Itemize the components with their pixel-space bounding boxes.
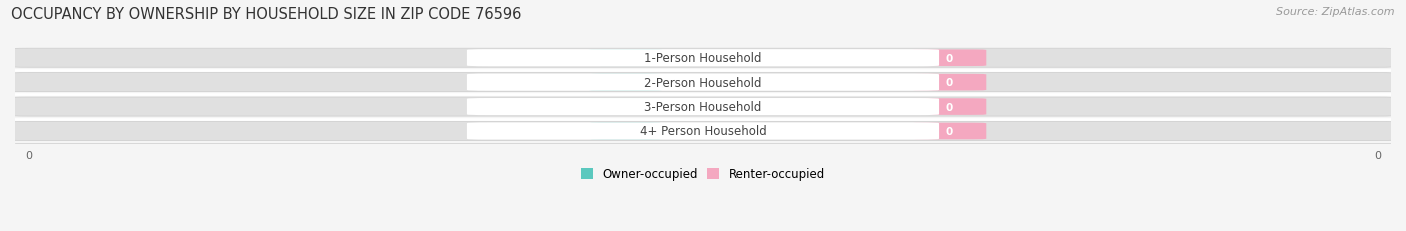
FancyBboxPatch shape <box>8 98 1398 117</box>
Text: 0: 0 <box>621 78 628 88</box>
FancyBboxPatch shape <box>467 74 939 91</box>
FancyBboxPatch shape <box>467 50 939 67</box>
FancyBboxPatch shape <box>912 99 986 115</box>
FancyBboxPatch shape <box>8 73 1398 92</box>
Text: 0: 0 <box>621 126 628 137</box>
FancyBboxPatch shape <box>8 49 1398 68</box>
Text: 0: 0 <box>621 54 628 64</box>
Text: 0: 0 <box>946 126 953 137</box>
Legend: Owner-occupied, Renter-occupied: Owner-occupied, Renter-occupied <box>576 163 830 185</box>
Text: 0: 0 <box>946 78 953 88</box>
Text: 2-Person Household: 2-Person Household <box>644 76 762 89</box>
FancyBboxPatch shape <box>912 50 986 67</box>
Text: Source: ZipAtlas.com: Source: ZipAtlas.com <box>1277 7 1395 17</box>
FancyBboxPatch shape <box>8 122 1398 141</box>
Text: 0: 0 <box>946 54 953 64</box>
Text: 4+ Person Household: 4+ Person Household <box>640 125 766 138</box>
FancyBboxPatch shape <box>588 99 662 115</box>
FancyBboxPatch shape <box>588 123 662 140</box>
Text: 0: 0 <box>621 102 628 112</box>
FancyBboxPatch shape <box>588 75 662 91</box>
FancyBboxPatch shape <box>912 75 986 91</box>
FancyBboxPatch shape <box>467 99 939 116</box>
Text: 0: 0 <box>946 102 953 112</box>
Text: OCCUPANCY BY OWNERSHIP BY HOUSEHOLD SIZE IN ZIP CODE 76596: OCCUPANCY BY OWNERSHIP BY HOUSEHOLD SIZE… <box>11 7 522 22</box>
FancyBboxPatch shape <box>912 123 986 140</box>
FancyBboxPatch shape <box>588 50 662 67</box>
Text: 3-Person Household: 3-Person Household <box>644 101 762 114</box>
FancyBboxPatch shape <box>467 123 939 140</box>
Text: 1-Person Household: 1-Person Household <box>644 52 762 65</box>
